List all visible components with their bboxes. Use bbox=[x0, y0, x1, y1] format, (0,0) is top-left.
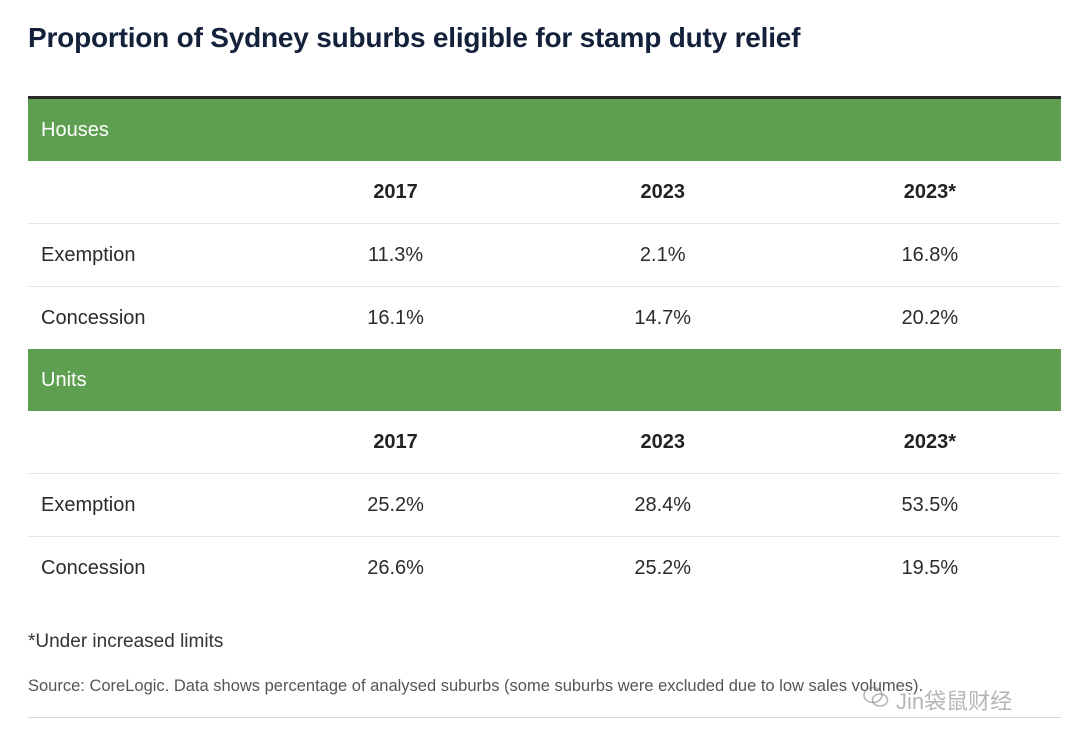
eligibility-table: Houses 2017 2023 2023* Exemption 11.3% 2… bbox=[28, 96, 1061, 599]
column-header: 2023 bbox=[640, 180, 685, 203]
table-cell: 16.1% bbox=[367, 306, 424, 329]
column-header-row: 2017 2023 2023* bbox=[28, 161, 1061, 224]
table-row: Concession 26.6% 25.2% 19.5% bbox=[28, 537, 1061, 599]
row-label: Exemption bbox=[41, 493, 136, 516]
table-cell: 14.7% bbox=[634, 306, 692, 329]
table-cell: 11.3% bbox=[367, 243, 424, 266]
section-header-houses: Houses bbox=[28, 99, 1061, 161]
column-header: 2023* bbox=[903, 430, 956, 453]
watermark-text: Jin袋鼠财经 bbox=[896, 689, 1013, 714]
table-row: Concession 16.1% 14.7% 20.2% bbox=[28, 287, 1061, 349]
source-note: Source: CoreLogic. Data shows percentage… bbox=[28, 677, 924, 695]
table-cell: 20.2% bbox=[901, 306, 959, 329]
column-header: 2017 bbox=[373, 430, 418, 453]
table-cell: 53.5% bbox=[901, 493, 959, 516]
footnote: *Under increased limits bbox=[28, 631, 224, 652]
table-cell: 19.5% bbox=[901, 556, 959, 579]
table-cell: 28.4% bbox=[634, 493, 692, 516]
page-title: Proportion of Sydney suburbs eligible fo… bbox=[28, 22, 801, 53]
section-header-units: Units bbox=[28, 349, 1061, 411]
column-header: 2023* bbox=[903, 180, 956, 203]
row-label: Exemption bbox=[41, 243, 136, 266]
watermark: Jin袋鼠财经 bbox=[862, 684, 1012, 716]
table-cell: 25.2% bbox=[634, 556, 692, 579]
wechat-icon bbox=[862, 685, 890, 715]
table-cell: 25.2% bbox=[367, 493, 424, 516]
table-cell: 16.8% bbox=[901, 243, 959, 266]
column-header: 2017 bbox=[373, 180, 418, 203]
column-header-row: 2017 2023 2023* bbox=[28, 411, 1061, 474]
divider bbox=[28, 717, 1061, 718]
table-cell: 2.1% bbox=[639, 243, 686, 266]
table-cell: 26.6% bbox=[367, 556, 424, 579]
table-row: Exemption 25.2% 28.4% 53.5% bbox=[28, 474, 1061, 537]
row-label: Concession bbox=[41, 306, 146, 329]
table-row: Exemption 11.3% 2.1% 16.8% bbox=[28, 224, 1061, 287]
row-label: Concession bbox=[41, 556, 146, 579]
column-header: 2023 bbox=[640, 430, 685, 453]
